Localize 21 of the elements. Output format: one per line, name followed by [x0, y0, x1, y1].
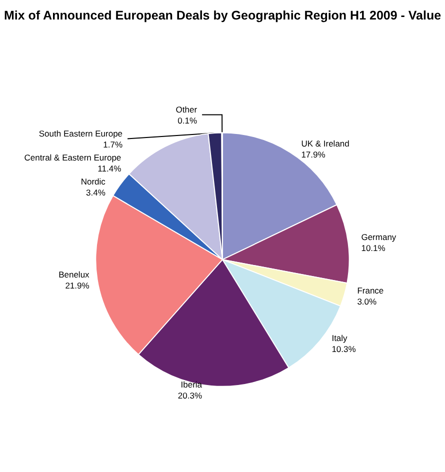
slice-label: France	[357, 285, 384, 296]
slice-label: Central & Eastern Europe	[24, 152, 122, 162]
slice-label: Iberia	[180, 379, 202, 390]
slice-label: Benelux	[58, 270, 90, 280]
slice-label: Italy	[332, 333, 348, 344]
slice-label: Other	[176, 104, 198, 114]
chart-title: Mix of Announced European Deals by Geographic Region H1 2009 - Value	[4, 8, 442, 22]
data-label: 17.9%	[301, 149, 326, 160]
data-label: 11.4%	[98, 163, 122, 174]
slice-label: Nordic	[80, 176, 106, 186]
data-label: 21.9%	[65, 280, 90, 291]
data-label: 20.3%	[178, 390, 202, 400]
slice-label: South Eastern Europe	[38, 128, 123, 138]
data-label: 3.0%	[357, 296, 378, 306]
data-label: 3.4%	[86, 187, 106, 198]
data-label: 10.3%	[332, 344, 356, 354]
data-label: 1.7%	[103, 139, 123, 150]
data-label: 0.1%	[178, 115, 198, 126]
slice-label: UK & Ireland	[301, 138, 350, 148]
data-label: 10.1%	[361, 243, 386, 254]
slice-label: Germany	[361, 232, 397, 242]
